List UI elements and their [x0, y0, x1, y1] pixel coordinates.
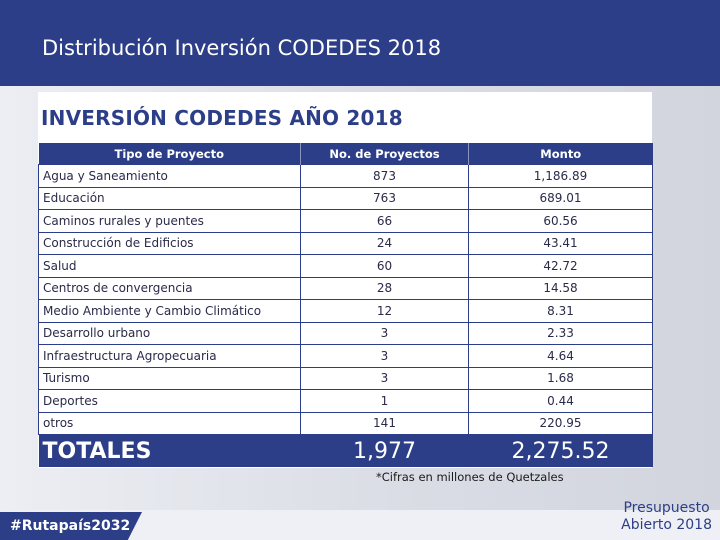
brand-line-2: Abierto 2018 — [621, 517, 712, 533]
row-proyectos: 141 — [300, 411, 469, 435]
row-tipo: Centros de convergencia — [38, 276, 301, 300]
table-row: Medio Ambiente y Cambio Climático 12 8.31 — [38, 299, 653, 323]
row-tipo: Construcción de Edificios — [38, 231, 301, 255]
table-row: Educación 763 689.01 — [38, 186, 653, 210]
table-row: otros 141 220.95 — [38, 411, 653, 435]
row-monto: 2.33 — [468, 321, 653, 345]
row-proyectos: 3 — [300, 321, 469, 345]
row-tipo: Agua y Saneamiento — [38, 164, 301, 188]
row-monto: 1,186.89 — [468, 164, 653, 188]
row-monto: 14.58 — [468, 276, 653, 300]
row-tipo: Medio Ambiente y Cambio Climático — [38, 299, 301, 323]
table-row: Deportes 1 0.44 — [38, 389, 653, 413]
currency-note: *Cifras en millones de Quetzales — [376, 470, 564, 484]
hashtag-label: #Rutapaís2032 — [10, 518, 131, 534]
row-monto: 60.56 — [468, 209, 653, 233]
row-proyectos: 3 — [300, 344, 469, 368]
row-proyectos: 66 — [300, 209, 469, 233]
table-row: Construcción de Edificios 24 43.41 — [38, 231, 653, 255]
row-tipo: Salud — [38, 254, 301, 278]
investment-table: Tipo de Proyecto No. de Proyectos Monto … — [38, 143, 653, 467]
slide-title: Distribución Inversión CODEDES 2018 — [42, 36, 442, 60]
row-monto: 43.41 — [468, 231, 653, 255]
table-row: Centros de convergencia 28 14.58 — [38, 276, 653, 300]
row-proyectos: 28 — [300, 276, 469, 300]
totals-row: TOTALES 1,977 2,275.52 — [38, 434, 653, 467]
header-bar — [0, 0, 720, 86]
row-tipo: otros — [38, 411, 301, 435]
row-proyectos: 3 — [300, 366, 469, 390]
table-title: INVERSIÓN CODEDES AÑO 2018 — [41, 106, 403, 130]
row-monto: 220.95 — [468, 411, 653, 435]
brand-logo: Presupuesto Abierto 2018 — [621, 500, 712, 534]
row-proyectos: 24 — [300, 231, 469, 255]
row-monto: 1.68 — [468, 366, 653, 390]
row-proyectos: 60 — [300, 254, 469, 278]
table-row: Desarrollo urbano 3 2.33 — [38, 321, 653, 345]
header-proyectos: No. de Proyectos — [300, 143, 469, 165]
row-proyectos: 763 — [300, 186, 469, 210]
brand-line-1: Presupuesto — [623, 500, 710, 516]
row-tipo: Turismo — [38, 366, 301, 390]
totals-proyectos: 1,977 — [300, 434, 469, 467]
row-tipo: Desarrollo urbano — [38, 321, 301, 345]
row-tipo: Educación — [38, 186, 301, 210]
header-tipo: Tipo de Proyecto — [38, 143, 301, 165]
totals-monto: 2,275.52 — [468, 434, 653, 467]
hashtag-tab — [0, 512, 142, 540]
table-row: Caminos rurales y puentes 66 60.56 — [38, 209, 653, 233]
row-proyectos: 12 — [300, 299, 469, 323]
row-monto: 689.01 — [468, 186, 653, 210]
row-tipo: Caminos rurales y puentes — [38, 209, 301, 233]
header-monto: Monto — [468, 143, 653, 165]
row-monto: 8.31 — [468, 299, 653, 323]
table-row: Agua y Saneamiento 873 1,186.89 — [38, 164, 653, 188]
row-monto: 0.44 — [468, 389, 653, 413]
totals-label: TOTALES — [38, 434, 301, 467]
table-row: Infraestructura Agropecuaria 3 4.64 — [38, 344, 653, 368]
table-header-row: Tipo de Proyecto No. de Proyectos Monto — [38, 143, 653, 165]
table-row: Turismo 3 1.68 — [38, 366, 653, 390]
row-tipo: Deportes — [38, 389, 301, 413]
row-proyectos: 1 — [300, 389, 469, 413]
row-tipo: Infraestructura Agropecuaria — [38, 344, 301, 368]
row-monto: 42.72 — [468, 254, 653, 278]
row-proyectos: 873 — [300, 164, 469, 188]
row-monto: 4.64 — [468, 344, 653, 368]
table-row: Salud 60 42.72 — [38, 254, 653, 278]
